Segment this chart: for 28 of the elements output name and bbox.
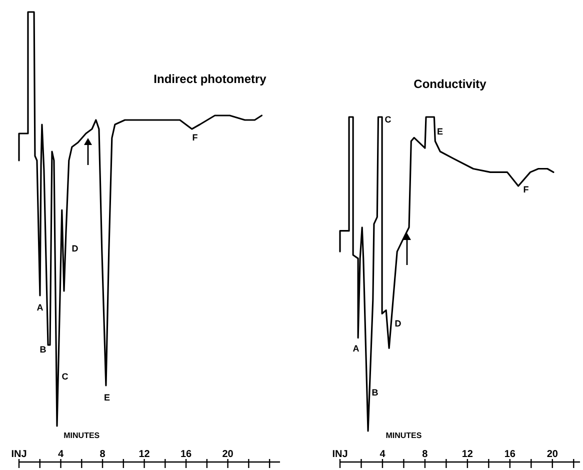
annotation: D — [72, 243, 79, 254]
x-tick-label: 12 — [138, 449, 150, 460]
annotation: B — [40, 344, 47, 354]
annotation: C — [384, 114, 392, 124]
x-tick-label: 8 — [100, 449, 106, 460]
annotation: A — [36, 302, 44, 312]
annotation: D — [394, 318, 402, 328]
annotation: B — [372, 387, 379, 398]
annotation: E — [104, 392, 110, 402]
x-axis-title: MINUTES — [64, 431, 100, 440]
x-tick-label: 4 — [58, 449, 64, 460]
x-axis-title: MINUTES — [386, 431, 422, 440]
annotation: E — [436, 126, 444, 136]
annotation: C — [62, 371, 69, 382]
annotation: A — [352, 343, 360, 354]
x-tick-label: 20 — [222, 449, 234, 460]
annotation: F — [192, 132, 198, 142]
chart-title: Conductivity — [414, 77, 487, 91]
x-tick-label: 4 — [380, 449, 386, 460]
x-tick-label: INJ — [11, 449, 27, 460]
x-tick-label: 12 — [462, 449, 474, 460]
text: Indirect photometry — [154, 72, 267, 86]
x-tick-label: INJ — [332, 449, 348, 460]
annotation: F — [523, 184, 530, 194]
x-tick-label: 16 — [180, 449, 192, 460]
x-tick-label: 16 — [504, 449, 516, 460]
x-tick-label: 20 — [546, 449, 558, 460]
x-tick-label: 8 — [422, 449, 428, 460]
